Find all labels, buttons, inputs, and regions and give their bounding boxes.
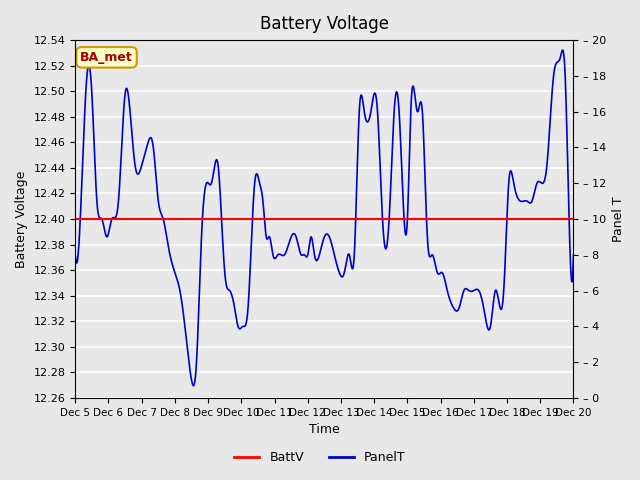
Y-axis label: Panel T: Panel T <box>612 196 625 242</box>
X-axis label: Time: Time <box>309 423 340 436</box>
Title: Battery Voltage: Battery Voltage <box>260 15 389 33</box>
Y-axis label: Battery Voltage: Battery Voltage <box>15 170 28 268</box>
Legend: BattV, PanelT: BattV, PanelT <box>229 446 411 469</box>
Text: BA_met: BA_met <box>80 51 133 64</box>
